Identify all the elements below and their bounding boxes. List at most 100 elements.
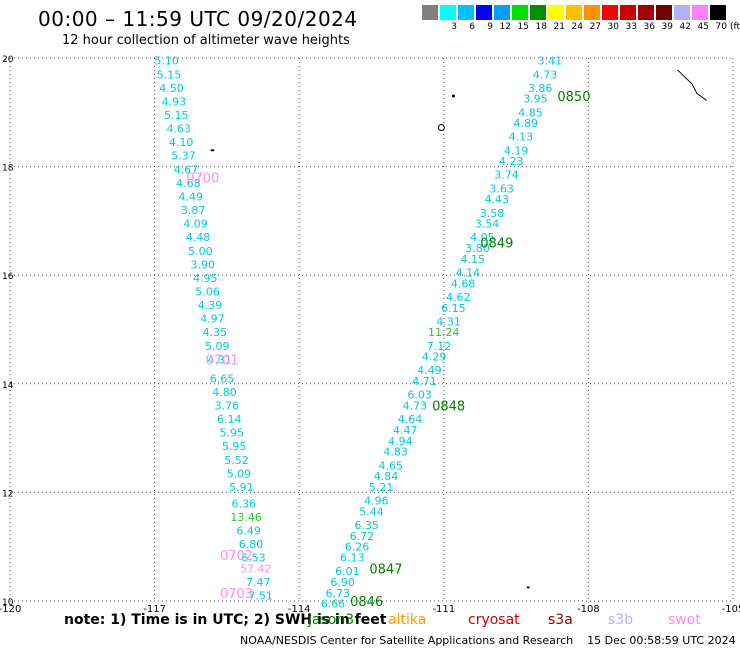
color-scale-unit: (ft) (730, 22, 740, 32)
color-swatch (710, 5, 727, 20)
wave-height-label: 4.49 (417, 364, 442, 377)
color-scale-label: 18 (535, 22, 547, 32)
footer-note: note: 1) Time is in UTC; 2) SWH is in fe… (64, 612, 387, 628)
color-swatch (548, 5, 565, 20)
pass-time-label: 0703 (220, 587, 253, 602)
color-scale-label: 9 (487, 22, 493, 32)
pass-time-label: 0850 (557, 90, 590, 105)
color-swatch (422, 5, 439, 20)
wave-height-label: 4.31 (436, 315, 461, 328)
wave-height-label: 4.43 (485, 193, 510, 206)
wave-height-label: 4.73 (403, 400, 428, 413)
wave-height-label: 4.67 (174, 163, 199, 176)
island-shape (526, 586, 530, 589)
color-swatch (674, 5, 691, 20)
wave-height-label: 5.44 (359, 505, 384, 518)
wave-height-label: 11.24 (428, 326, 460, 339)
wave-height-label: 6.90 (330, 576, 355, 589)
wave-height-label: 3.41 (538, 55, 563, 68)
color-scale-label: 39 (661, 22, 673, 32)
color-scale-label: 30 (607, 22, 619, 32)
wave-height-label: 6.72 (350, 530, 375, 543)
color-scale-label: 33 (625, 22, 637, 32)
color-swatch (584, 5, 601, 20)
wave-height-label: 57.42 (240, 562, 272, 575)
x-tick-label: -120 (0, 604, 21, 615)
chart-subtitle: 12 hour collection of altimeter wave hei… (62, 33, 350, 48)
color-scale-label: 42 (679, 22, 691, 32)
wave-height-label: 4.14 (456, 266, 481, 279)
wave-height-label: 4.73 (533, 68, 558, 81)
wave-height-label: 4.29 (422, 351, 447, 364)
wave-height-label: 4.09 (183, 218, 208, 231)
wave-height-label: 5.15 (157, 68, 182, 81)
wave-height-label: 4.10 (169, 136, 194, 149)
y-tick-label: 18 (2, 164, 14, 174)
wave-height-label: 4.35 (203, 326, 228, 339)
wave-height-label: 4.62 (446, 291, 471, 304)
wave-height-label: 3.74 (494, 169, 519, 182)
wave-height-label: 4.19 (504, 144, 529, 157)
wave-height-label: 4.95 (193, 272, 218, 285)
wave-height-label: 3.90 (191, 258, 216, 271)
wave-height-label: 4.13 (509, 131, 534, 144)
wave-height-label: 5.06 (195, 285, 220, 298)
wave-height-label: 4.47 (393, 424, 418, 437)
wave-height-label: 6.66 (321, 598, 346, 611)
wave-height-label: 4.96 (364, 495, 389, 508)
wave-height-label: 13.46 (230, 511, 262, 524)
wave-height-label: 5.21 (369, 481, 394, 494)
color-swatch (656, 5, 673, 20)
satellite-legend-altika: altika (388, 612, 427, 628)
color-swatch (638, 5, 655, 20)
wave-height-label: 4.68 (451, 277, 476, 290)
x-tick-label: -117 (143, 604, 166, 615)
wave-height-label: 4.83 (383, 446, 408, 459)
wave-height-label: 6.01 (335, 565, 360, 578)
satellite-legend-cryosat: cryosat (468, 612, 520, 628)
wave-height-label: 6.65 (210, 372, 235, 385)
wave-height-label: 5.00 (188, 245, 213, 258)
color-swatch (512, 5, 529, 20)
wave-height-label: 4.68 (176, 177, 201, 190)
wave-height-label: 6.53 (241, 552, 266, 565)
island-shape (210, 149, 215, 152)
color-swatch (476, 5, 493, 20)
wave-height-label: 5.10 (154, 55, 179, 68)
wave-height-label: 4.31 (207, 353, 232, 366)
color-scale-label: 15 (517, 22, 529, 32)
coastline-shape (677, 69, 707, 101)
x-tick-label: -114 (288, 604, 311, 615)
pass-time-label: 0846 (350, 595, 383, 610)
color-scale-label: 36 (643, 22, 655, 32)
color-swatch (620, 5, 637, 20)
color-swatch (602, 5, 619, 20)
wave-height-label: 4.71 (412, 375, 437, 388)
y-tick-label: 20 (2, 55, 14, 65)
island-shape (437, 124, 445, 132)
wave-height-label: 3.76 (215, 400, 240, 413)
pass-time-label: 0702 (220, 549, 253, 564)
island-shape (451, 94, 455, 98)
wave-height-label: 4.50 (159, 82, 184, 95)
y-tick-label: 14 (2, 381, 14, 391)
wave-height-label: 4.48 (186, 231, 211, 244)
color-scale-label: 3 (451, 22, 457, 32)
wave-height-label: 5.37 (171, 150, 196, 163)
x-tick-label: -108 (577, 604, 600, 615)
wave-height-label: 5.15 (164, 109, 189, 122)
wave-height-label: 6.36 (232, 497, 257, 510)
pass-time-label: 0849 (480, 237, 513, 252)
wave-height-label: 4.84 (374, 470, 399, 483)
wave-height-label: 3.58 (480, 207, 505, 220)
wave-height-label: 4.63 (166, 123, 191, 136)
wave-height-label: 6.73 (326, 587, 351, 600)
wave-height-label: 6.35 (354, 519, 379, 532)
wave-height-label: 4.97 (200, 313, 225, 326)
color-swatch (530, 5, 547, 20)
wave-height-label: 4.05 (470, 231, 495, 244)
wave-height-label: 7.12 (427, 340, 452, 353)
wave-height-label: 3.80 (465, 242, 490, 255)
wave-height-label: 4.65 (379, 459, 404, 472)
color-scale-label: 45 (697, 22, 709, 32)
